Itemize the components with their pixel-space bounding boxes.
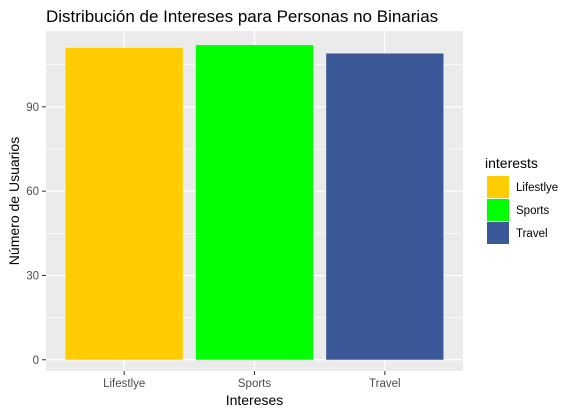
x-axis-title: Intereses [226, 392, 284, 408]
y-axis-title: Número de Usuarios [6, 137, 22, 265]
y-tick-label: 90 [26, 102, 39, 114]
bar-lifestlye [65, 47, 183, 360]
legend-title: interests [485, 155, 538, 171]
y-tick-label: 30 [26, 270, 39, 282]
legend-key [487, 176, 509, 198]
x-axis: Lifestlye Sports Travel [103, 371, 401, 390]
y-axis: 0 30 60 90 [26, 102, 46, 367]
x-tick-label: Sports [238, 378, 271, 390]
x-tick-label: Travel [369, 378, 401, 390]
y-tick-label: 0 [33, 355, 39, 367]
legend-label: Sports [516, 205, 549, 217]
bars [65, 45, 444, 360]
bar-sports [195, 45, 314, 360]
chart-title: Distribución de Intereses para Personas … [46, 7, 438, 26]
legend-key [487, 199, 509, 221]
y-tick-label: 60 [26, 186, 39, 198]
bar-travel [326, 53, 444, 360]
legend: interests Lifestlye Sports Travel [485, 155, 558, 244]
x-tick-label: Lifestlye [103, 378, 145, 390]
legend-key [487, 222, 509, 244]
legend-label: Travel [516, 228, 548, 240]
legend-label: Lifestlye [516, 182, 558, 194]
